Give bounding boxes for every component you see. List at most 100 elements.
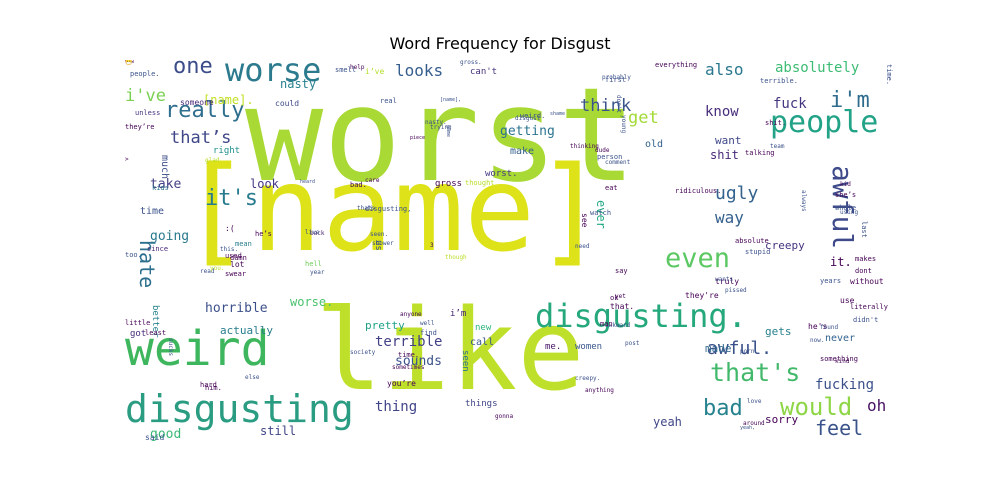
word-people-80: people. — [130, 70, 160, 78]
word-fucking-32: fucking — [815, 377, 875, 393]
word-hell-91: hell — [305, 260, 322, 268]
word-probably-112: probably — [602, 74, 631, 81]
word-that-154: that. — [610, 302, 635, 311]
word-well-158: well — [420, 320, 435, 327]
word-whole-129: whole — [835, 204, 857, 212]
word-now-140: now. — [810, 337, 825, 344]
word-feel-17: feel — [815, 416, 864, 440]
word-least-182: least — [145, 329, 167, 337]
word-call-61: call — [470, 337, 495, 348]
word-also-26: also — [705, 60, 744, 79]
word-else-174: else — [245, 374, 260, 381]
word-oh-31: oh — [867, 396, 887, 415]
word-used-180: used — [225, 252, 242, 260]
word-disgust-108: disgust — [515, 115, 541, 122]
word-say-147: say — [615, 267, 628, 275]
word-name-189: [name], — [440, 97, 462, 103]
word-using-143: using — [840, 209, 859, 216]
word-comment-117: comment — [605, 159, 631, 166]
word-can-t-75: can't — [470, 67, 498, 77]
word-make-59: make — [510, 146, 535, 157]
word-see-155: see — [580, 213, 589, 228]
word-you-re-173: you’re — [387, 379, 416, 388]
word-look-50: look — [250, 177, 279, 191]
word-shit-123: shit. — [765, 119, 787, 127]
word-always-187: always — [800, 190, 807, 212]
word-that-s-22: that’s — [170, 128, 232, 148]
word-it-s-15: it's — [205, 186, 258, 211]
word-makes-131: makes — [855, 255, 877, 263]
word-way-30: way — [715, 208, 744, 227]
word-things-66: things — [465, 399, 498, 409]
word-don-t-188: don't — [615, 95, 622, 114]
word-yeah-172: yeah, — [740, 425, 756, 431]
word-getting-36: getting — [500, 124, 555, 139]
word-gonna-166: gonna — [495, 413, 514, 420]
word-they-re-82: they’re — [125, 123, 155, 131]
word-terrible-35: terrible — [375, 334, 443, 350]
word-right-63: right — [213, 146, 241, 156]
word-first-113: first — [605, 76, 627, 84]
word-person-118: person — [597, 153, 623, 161]
word-gets-56: gets — [765, 325, 792, 338]
word-nasty-191: nasty. — [425, 119, 447, 126]
word-wants-149: wants — [715, 276, 734, 283]
word-much-62: much — [159, 155, 170, 180]
word-awful-19: awful. — [707, 338, 773, 359]
word-truly-148: truly — [715, 277, 740, 286]
word-it-53: it. — [830, 255, 852, 269]
word-piece-107: piece — [410, 135, 426, 141]
word-worst-65: worst. — [485, 169, 518, 179]
word-new-70: new — [475, 323, 492, 333]
word-too-85: too. — [125, 251, 142, 259]
word-shit-44: shit — [710, 148, 739, 162]
word-glyph-195: 😷 — [125, 60, 133, 66]
word-bad-16: bad — [703, 396, 743, 421]
word-time-58: time — [140, 206, 165, 217]
word-actually-47: actually — [220, 324, 273, 337]
word-one-13: one — [173, 60, 213, 79]
word-ridiculous-120: ridiculous. — [675, 187, 722, 195]
word-want-45: want — [715, 134, 742, 147]
word-young-114: young — [620, 115, 627, 134]
word-made-54: made — [705, 342, 732, 355]
word-game-106: game — [445, 125, 451, 138]
word-sometimes-165: sometimes — [392, 364, 425, 371]
word-awkward-161: awkward — [605, 322, 631, 329]
word-gross-64: gross — [435, 179, 463, 189]
word-stupid-146: stupid — [745, 248, 771, 256]
word-going-38: going — [150, 229, 190, 244]
word-love-170: love — [747, 398, 762, 405]
word-live-93: live — [305, 229, 320, 236]
word-name-48: [name]. — [203, 93, 254, 107]
word-people-7: people — [770, 105, 879, 140]
word-help-102: help — [350, 64, 365, 71]
word-get-25: get — [628, 108, 659, 128]
word-porn-169: porn — [740, 348, 755, 355]
word-time-164: time. — [398, 351, 420, 359]
word-i-m-14: i'm — [830, 88, 870, 113]
word-kind-142: kind — [835, 358, 850, 365]
word-pretty-55: pretty — [365, 319, 405, 332]
word-disgusting-5: disgusting. — [535, 297, 747, 335]
word-take-39: take — [150, 177, 182, 192]
word-thats-95: thats — [357, 205, 376, 212]
word-worst-0: worst — [245, 60, 637, 211]
word-time-126: time. — [885, 64, 893, 86]
word-literally-136: literally — [850, 303, 888, 311]
word-swear-181: swear — [225, 270, 247, 278]
word-around-171: around — [743, 420, 765, 427]
word-wow-194: wow — [125, 60, 135, 65]
word-didn-t-137: didn't — [853, 316, 879, 324]
word-need-156: need — [575, 243, 590, 250]
word-lot-89: lot — [230, 260, 245, 269]
word-real-103: real — [380, 97, 397, 105]
word-ugly-20: ugly — [715, 183, 759, 204]
word-sorry-43: sorry — [765, 413, 799, 426]
word-nasty-49: nasty — [280, 77, 317, 91]
word-worse-6: worse — [225, 60, 322, 89]
word-she-s-128: she’s — [835, 191, 857, 199]
word-smell-78: smell — [335, 66, 357, 74]
word-absolute-145: absolute — [735, 237, 769, 245]
word-someone-76: someone — [180, 98, 214, 107]
